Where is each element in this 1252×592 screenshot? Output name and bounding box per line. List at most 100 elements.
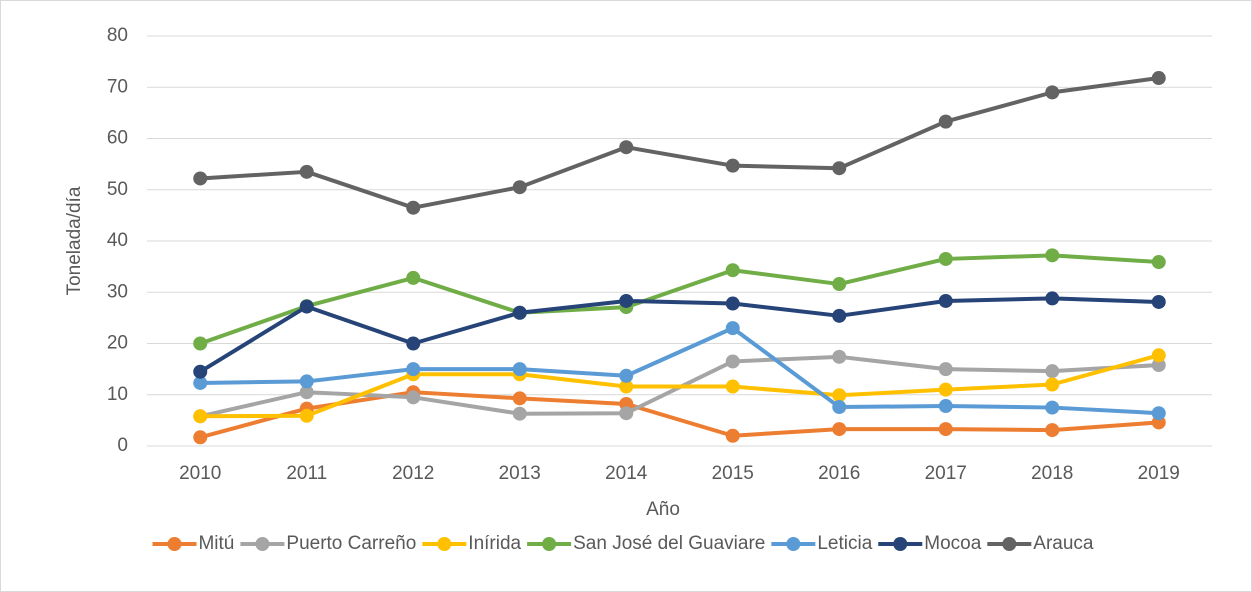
data-point: [1045, 248, 1060, 263]
legend-label: Mitú: [198, 533, 234, 554]
series-line: [200, 326, 1159, 416]
y-tick-label: 10: [107, 384, 128, 405]
data-point: [512, 362, 527, 377]
data-point: [1151, 348, 1166, 363]
data-point: [406, 200, 421, 215]
data-point: [1151, 294, 1166, 309]
data-point: [406, 270, 421, 285]
x-tick-label: 2017: [925, 463, 967, 484]
series-line: [200, 353, 1160, 419]
data-point: [512, 391, 527, 406]
y-tick-label: 80: [107, 25, 128, 46]
y-tick-label: 60: [107, 128, 128, 149]
data-point: [725, 296, 740, 311]
legend-marker: [167, 537, 182, 551]
data-point: [619, 140, 634, 155]
legend-label: Mocoa: [924, 533, 981, 554]
data-point: [299, 408, 314, 423]
data-point: [193, 364, 208, 379]
legend-marker: [786, 537, 801, 551]
data-point: [725, 428, 740, 443]
data-point: [1045, 423, 1060, 438]
y-tick-label: 20: [107, 333, 128, 354]
x-tick-label: 2013: [499, 463, 541, 484]
x-tick-label: 2010: [179, 463, 221, 484]
legend-marker: [542, 537, 557, 551]
data-point: [1045, 291, 1060, 306]
data-point: [299, 374, 314, 389]
data-point: [1151, 255, 1166, 270]
data-point: [299, 385, 314, 400]
data-point: [512, 406, 527, 421]
y-tick-label: 70: [107, 76, 128, 97]
data-point: [193, 430, 208, 445]
data-point: [832, 400, 847, 415]
data-point: [832, 349, 847, 364]
data-point: [938, 251, 953, 266]
y-tick-label: 30: [107, 281, 128, 302]
y-tick-label: 0: [117, 435, 128, 456]
data-point: [832, 161, 847, 176]
x-tick-label: 2019: [1138, 463, 1180, 484]
legend-marker: [255, 537, 270, 551]
legend-marker: [893, 537, 908, 551]
data-point: [832, 422, 847, 437]
series-line: [200, 76, 1160, 210]
data-point: [938, 422, 953, 437]
data-point: [1045, 400, 1060, 415]
data-point: [512, 180, 527, 195]
data-point: [725, 354, 740, 369]
x-tick-label: 2016: [818, 463, 860, 484]
series-line: [199, 296, 1159, 374]
data-point: [193, 409, 208, 424]
data-point: [725, 321, 740, 336]
data-point: [938, 293, 953, 308]
data-point: [938, 362, 953, 377]
data-point: [725, 158, 740, 173]
data-point: [619, 293, 634, 308]
x-axis-label: Año: [646, 499, 680, 520]
x-tick-label: 2015: [712, 463, 754, 484]
data-point: [1151, 406, 1166, 421]
data-point: [725, 379, 740, 394]
x-tick-label: 2011: [286, 463, 327, 484]
data-point: [938, 382, 953, 397]
legend-label: Puerto Carreño: [286, 533, 416, 554]
data-point: [193, 375, 208, 390]
data-point: [1045, 377, 1060, 392]
x-tick-label: 2012: [392, 463, 434, 484]
data-point: [406, 390, 421, 405]
data-point: [299, 164, 314, 179]
data-point: [1045, 364, 1060, 379]
data-point: [832, 388, 847, 403]
data-point: [406, 336, 421, 351]
y-tick-label: 40: [107, 230, 128, 251]
data-point: [832, 277, 847, 292]
legend-marker: [1002, 537, 1017, 551]
data-point: [619, 379, 634, 394]
legend-label: Arauca: [1033, 533, 1094, 554]
legend-label: San José del Guaviare: [573, 533, 765, 554]
series-line: [199, 253, 1159, 346]
data-point: [938, 114, 953, 129]
y-tick-label: 50: [107, 179, 128, 200]
data-point: [299, 299, 314, 314]
data-point: [406, 362, 421, 377]
data-point: [512, 305, 527, 320]
data-point: [193, 336, 208, 351]
data-point: [619, 406, 634, 421]
data-point: [725, 263, 740, 278]
data-point: [1151, 71, 1166, 86]
y-axis-label: Tonelada/día: [64, 186, 85, 295]
data-point: [832, 308, 847, 323]
data-point: [619, 368, 634, 383]
series-line: [199, 390, 1159, 440]
data-point: [938, 399, 953, 414]
legend-label: Leticia: [817, 533, 872, 554]
data-point: [193, 171, 208, 186]
x-tick-label: 2014: [605, 463, 648, 484]
legend-marker: [437, 537, 452, 551]
data-point: [1151, 358, 1166, 373]
x-tick-label: 2018: [1031, 463, 1073, 484]
